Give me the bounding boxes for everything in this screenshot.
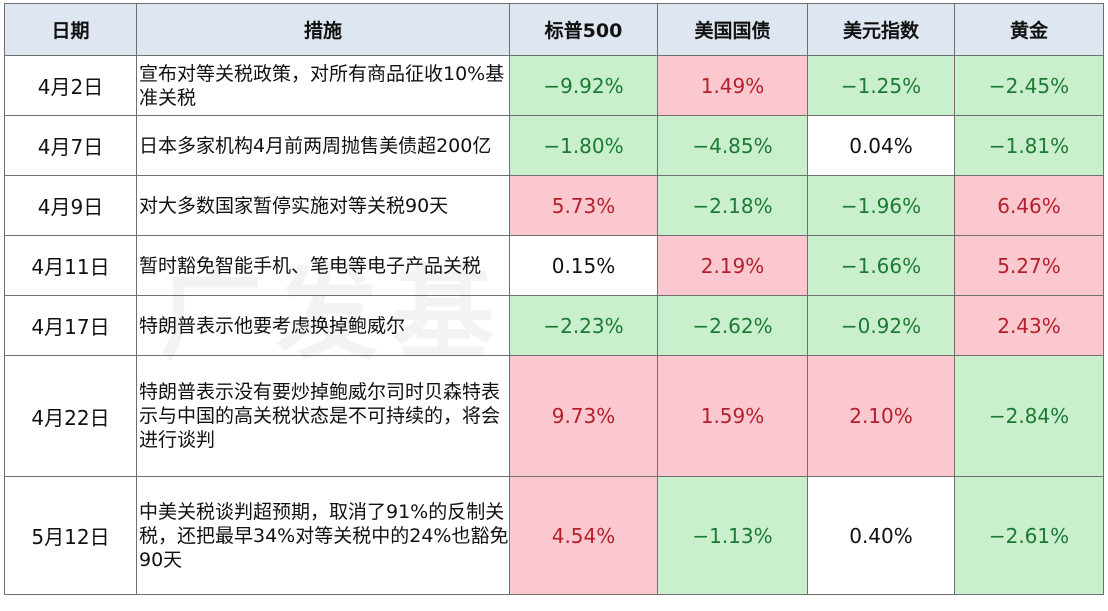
gold-cell: −2.84% <box>954 355 1104 477</box>
sp500-cell: 9.73% <box>509 355 658 477</box>
date-cell: 4月7日 <box>4 115 137 176</box>
dollar-index-cell: 0.40% <box>807 476 955 595</box>
measure-cell: 特朗普表示没有要炒掉鲍威尔司时贝森特表示与中国的高关税状态是不可持续的，将会进行… <box>136 355 510 477</box>
treasury-cell: 2.19% <box>657 235 808 296</box>
date-cell: 4月17日 <box>4 295 137 356</box>
table-row: 4月7日 日本多家机构4月前两周抛售美债超200亿 −1.80% −4.85% … <box>4 115 1104 176</box>
table-row: 4月11日 暂时豁免智能手机、笔电等电子产品关税 0.15% 2.19% −1.… <box>4 235 1104 296</box>
header-us-treasury: 美国国债 <box>657 3 808 56</box>
sp500-cell: 0.15% <box>509 235 658 296</box>
date-cell: 4月11日 <box>4 235 137 296</box>
dollar-index-cell: 2.10% <box>807 355 955 477</box>
header-sp500: 标普500 <box>509 3 658 56</box>
table-row: 4月9日 对大多数国家暂停实施对等关税90天 5.73% −2.18% −1.9… <box>4 175 1104 236</box>
measure-cell: 对大多数国家暂停实施对等关税90天 <box>136 175 510 236</box>
measure-cell: 日本多家机构4月前两周抛售美债超200亿 <box>136 115 510 176</box>
sp500-cell: −2.23% <box>509 295 658 356</box>
treasury-cell: −2.18% <box>657 175 808 236</box>
measure-cell: 宣布对等关税政策，对所有商品征收10%基准关税 <box>136 55 510 116</box>
header-measure: 措施 <box>136 3 510 56</box>
header-dollar-index: 美元指数 <box>807 3 955 56</box>
gold-cell: −2.45% <box>954 55 1104 116</box>
header-date: 日期 <box>4 3 137 56</box>
table-row: 5月12日 中美关税谈判超预期，取消了91%的反制关税，还把最早34%对等关税中… <box>4 476 1104 595</box>
measure-cell: 暂时豁免智能手机、笔电等电子产品关税 <box>136 235 510 296</box>
header-gold: 黄金 <box>954 3 1104 56</box>
treasury-cell: −1.13% <box>657 476 808 595</box>
gold-cell: −2.61% <box>954 476 1104 595</box>
date-cell: 4月9日 <box>4 175 137 236</box>
treasury-cell: −4.85% <box>657 115 808 176</box>
gold-cell: −1.81% <box>954 115 1104 176</box>
date-cell: 4月22日 <box>4 355 137 477</box>
header-row: 日期 措施 标普500 美国国债 美元指数 黄金 <box>4 3 1104 56</box>
date-cell: 5月12日 <box>4 476 137 595</box>
sp500-cell: −1.80% <box>509 115 658 176</box>
gold-cell: 6.46% <box>954 175 1104 236</box>
measure-cell: 特朗普表示他要考虑换掉鲍威尔 <box>136 295 510 356</box>
dollar-index-cell: 0.04% <box>807 115 955 176</box>
date-cell: 4月2日 <box>4 55 137 116</box>
gold-cell: 5.27% <box>954 235 1104 296</box>
table-row: 4月22日 特朗普表示没有要炒掉鲍威尔司时贝森特表示与中国的高关税状态是不可持续… <box>4 355 1104 477</box>
treasury-cell: 1.49% <box>657 55 808 116</box>
gold-cell: 2.43% <box>954 295 1104 356</box>
market-reaction-table: 日期 措施 标普500 美国国债 美元指数 黄金 4月2日 宣布对等关税政策，对… <box>4 3 1104 595</box>
treasury-cell: −2.62% <box>657 295 808 356</box>
sp500-cell: 5.73% <box>509 175 658 236</box>
table-row: 4月17日 特朗普表示他要考虑换掉鲍威尔 −2.23% −2.62% −0.92… <box>4 295 1104 356</box>
dollar-index-cell: −0.92% <box>807 295 955 356</box>
dollar-index-cell: −1.96% <box>807 175 955 236</box>
sp500-cell: −9.92% <box>509 55 658 116</box>
table-row: 4月2日 宣布对等关税政策，对所有商品征收10%基准关税 −9.92% 1.49… <box>4 55 1104 116</box>
measure-cell: 中美关税谈判超预期，取消了91%的反制关税，还把最早34%对等关税中的24%也豁… <box>136 476 510 595</box>
dollar-index-cell: −1.25% <box>807 55 955 116</box>
dollar-index-cell: −1.66% <box>807 235 955 296</box>
sp500-cell: 4.54% <box>509 476 658 595</box>
treasury-cell: 1.59% <box>657 355 808 477</box>
